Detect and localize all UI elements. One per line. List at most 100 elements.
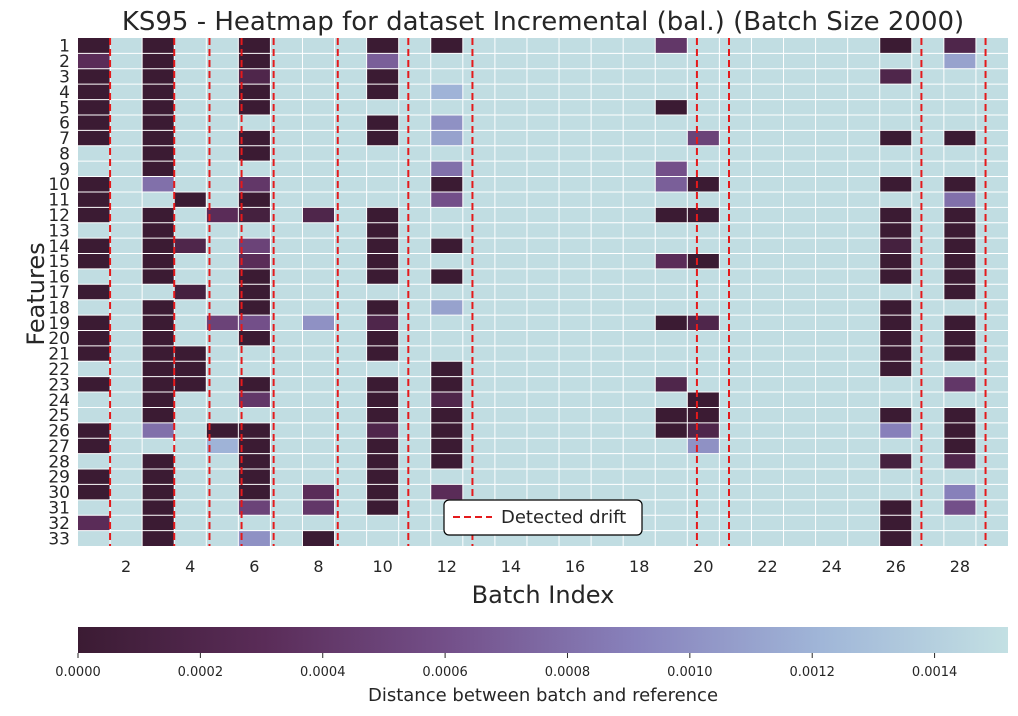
heatmap-cell [911, 161, 944, 177]
heatmap-cell [751, 345, 784, 362]
heatmap-cell [430, 99, 463, 115]
heatmap-cell [494, 207, 527, 223]
heatmap-cell [943, 484, 976, 500]
heatmap-cell [78, 130, 111, 146]
heatmap-cell [398, 345, 431, 362]
heatmap-cell [462, 130, 495, 146]
heatmap-cell [751, 315, 784, 331]
heatmap-cell [462, 68, 495, 85]
heatmap-cell [559, 407, 592, 423]
heatmap-cell [430, 284, 463, 300]
heatmap-cell [943, 499, 976, 516]
heatmap-cell [623, 114, 656, 131]
heatmap-cell [655, 453, 688, 470]
heatmap-cell [783, 438, 816, 454]
heatmap-cell [943, 515, 976, 531]
y-axis-label: Features [22, 242, 50, 345]
heatmap-cell [655, 253, 688, 269]
heatmap-cell [687, 361, 720, 377]
heatmap-cell [591, 99, 624, 115]
y-tick-label: 4 [59, 83, 70, 103]
heatmap-cell [719, 453, 752, 470]
heatmap-cell [334, 99, 367, 115]
colorbar [78, 627, 1008, 653]
heatmap-cell [238, 422, 271, 439]
heatmap-cell [943, 68, 976, 85]
heatmap-cell [655, 268, 688, 285]
heatmap-cell [559, 145, 592, 162]
heatmap-cell [430, 484, 463, 500]
heatmap-cell [174, 530, 207, 546]
heatmap-cell [751, 515, 784, 531]
heatmap-cell [334, 299, 367, 316]
heatmap-cell [815, 515, 848, 531]
heatmap-cell [174, 238, 207, 254]
x-tick-label: 8 [313, 557, 323, 576]
heatmap-cell [847, 530, 880, 546]
heatmap-cell [206, 99, 239, 115]
heatmap-cell [847, 161, 880, 177]
heatmap-cell [110, 469, 143, 485]
heatmap-cell [206, 268, 239, 285]
heatmap-cell [719, 361, 752, 377]
x-tick-label: 22 [757, 557, 777, 576]
heatmap-cell [238, 238, 271, 254]
heatmap-cell [687, 84, 720, 100]
heatmap-cell [78, 499, 111, 516]
heatmap-cell [494, 99, 527, 115]
heatmap-cell [206, 407, 239, 423]
heatmap-cell [430, 315, 463, 331]
heatmap-cell [751, 392, 784, 408]
y-tick-label: 16 [48, 268, 70, 288]
heatmap-cell [719, 207, 752, 223]
heatmap-cell [494, 38, 527, 54]
heatmap-cell [494, 130, 527, 146]
y-tick-label: 9 [59, 160, 70, 180]
heatmap-cell [398, 38, 431, 54]
heatmap-cell [302, 99, 335, 115]
heatmap-cell [302, 345, 335, 362]
heatmap-cell [623, 253, 656, 269]
heatmap-cell [975, 222, 1008, 239]
heatmap-cell [783, 361, 816, 377]
heatmap-cell [847, 376, 880, 393]
heatmap-cell [623, 453, 656, 470]
heatmap-cell [815, 53, 848, 69]
heatmap-cell [591, 176, 624, 192]
heatmap-cell [334, 145, 367, 162]
heatmap-cell [847, 84, 880, 100]
heatmap-cell [238, 515, 271, 531]
x-tick-label: 14 [501, 557, 521, 576]
heatmap-cell [78, 253, 111, 269]
heatmap-cell [430, 422, 463, 439]
heatmap-cell [815, 284, 848, 300]
heatmap-cell [655, 315, 688, 331]
heatmap-cell [366, 376, 399, 393]
heatmap-cell [494, 84, 527, 100]
heatmap-cell [623, 422, 656, 439]
heatmap-cell [687, 422, 720, 439]
heatmap-cell [911, 253, 944, 269]
heatmap-cell [655, 84, 688, 100]
heatmap-cell [719, 315, 752, 331]
x-tick-label: 16 [565, 557, 585, 576]
heatmap-cell [430, 469, 463, 485]
heatmap-cell [623, 392, 656, 408]
heatmap-cell [911, 99, 944, 115]
heatmap-cell [462, 238, 495, 254]
heatmap-cell [302, 53, 335, 69]
heatmap-cell [494, 161, 527, 177]
x-tick-label: 26 [886, 557, 906, 576]
heatmap-cell [591, 38, 624, 54]
heatmap-cell [334, 438, 367, 454]
heatmap-cell [943, 191, 976, 208]
heatmap-cell [366, 484, 399, 500]
heatmap-cell [398, 530, 431, 546]
heatmap-cell [430, 161, 463, 177]
heatmap-cell [238, 376, 271, 393]
heatmap-cell [238, 484, 271, 500]
heatmap-cell [815, 238, 848, 254]
heatmap-cell [559, 191, 592, 208]
heatmap-cell [879, 499, 912, 516]
heatmap-cell [879, 53, 912, 69]
